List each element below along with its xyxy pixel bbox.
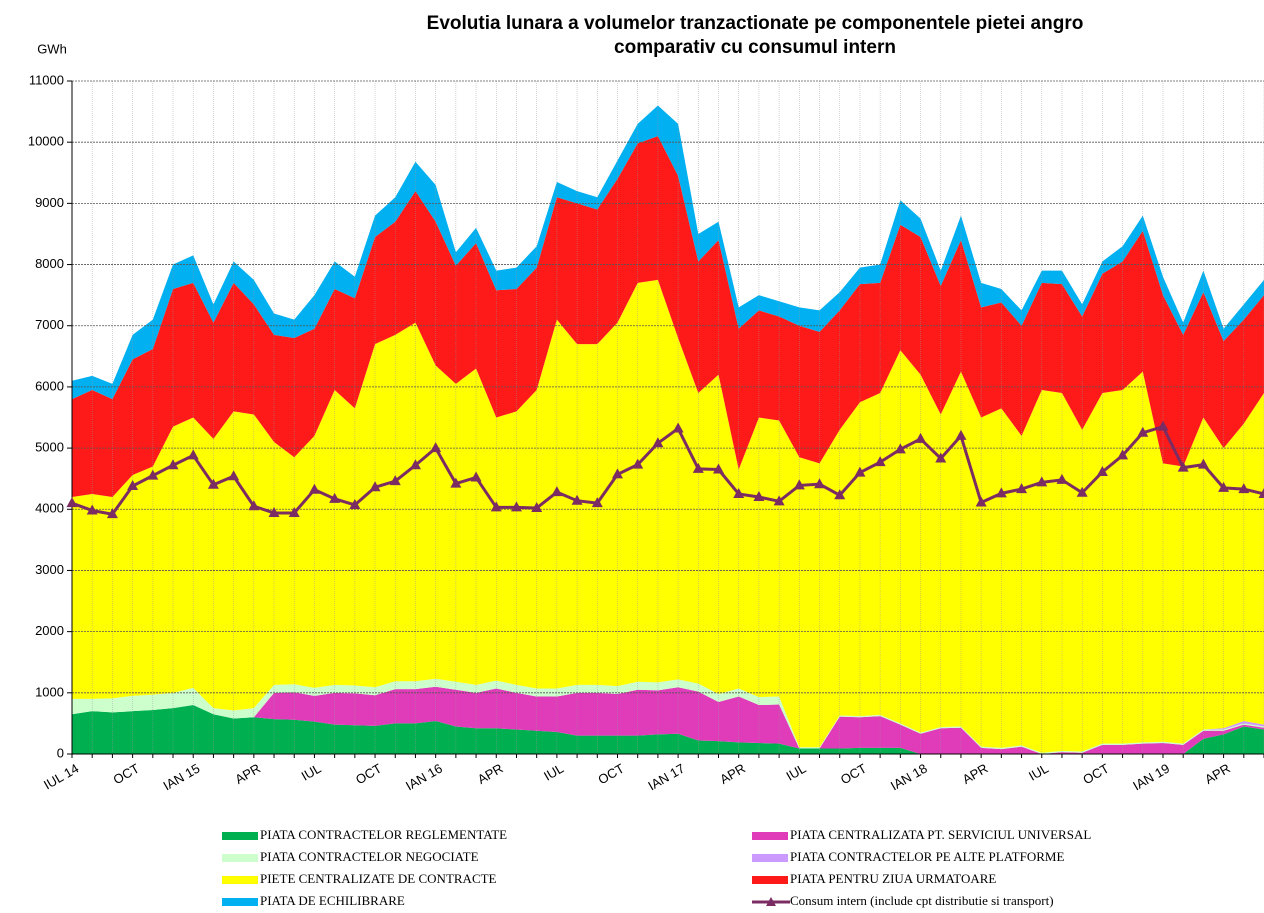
marker (106, 508, 118, 519)
marker (1036, 476, 1048, 487)
marker (490, 501, 502, 512)
marker (268, 506, 280, 517)
marker (793, 479, 805, 490)
marker (611, 468, 623, 479)
y-tick-label: 4000 (35, 501, 64, 516)
marker (874, 456, 886, 467)
marker (369, 481, 381, 492)
legend-swatch (222, 854, 258, 862)
y-tick-label: 0 (57, 745, 64, 760)
area (72, 136, 1264, 498)
marker (1157, 420, 1169, 431)
marker (1117, 449, 1129, 460)
marker (167, 459, 179, 470)
marker (915, 432, 927, 443)
marker (713, 463, 725, 474)
legend-label: Consum intern (include cpt distributie s… (790, 893, 1054, 908)
marker (1238, 483, 1250, 494)
marker (66, 497, 78, 508)
legend-swatch (766, 897, 776, 906)
marker (652, 437, 664, 448)
marker (329, 492, 341, 503)
marker (672, 422, 684, 433)
legend-label: PIATA CONTRACTELOR PE ALTE PLATFORME (790, 849, 1064, 864)
y-tick-label: 10000 (28, 134, 64, 149)
marker (975, 496, 987, 507)
marker (995, 487, 1007, 498)
marker (692, 462, 704, 473)
legend-swatch (752, 854, 788, 862)
y-tick-label: 2000 (35, 623, 64, 638)
area (72, 279, 1264, 753)
y-tick-label: 1000 (35, 684, 64, 699)
marker (228, 470, 240, 481)
marker (288, 506, 300, 517)
legend-label: PIATA CONTRACTELOR REGLEMENTATE (260, 827, 507, 842)
marker (591, 497, 603, 508)
marker (1096, 465, 1108, 476)
marker (1197, 458, 1209, 469)
marker (470, 471, 482, 482)
legend-swatch (752, 876, 788, 884)
y-tick-label: 9000 (35, 195, 64, 210)
y-unit: GWh (37, 41, 67, 56)
marker (814, 478, 826, 489)
legend-swatch (222, 898, 258, 906)
area (72, 686, 1264, 754)
marker (551, 486, 563, 497)
marker (1177, 461, 1189, 472)
marker (147, 469, 159, 480)
marker (894, 443, 906, 454)
y-tick-label: 6000 (35, 378, 64, 393)
chart-title: comparativ cu consumul intern (614, 37, 896, 58)
legend-label: PIATA CENTRALIZATA PT. SERVICIUL UNIVERS… (790, 827, 1091, 842)
marker (86, 504, 98, 515)
y-tick-label: 11000 (29, 72, 64, 87)
legend-label: PIATA CONTRACTELOR NEGOCIATE (260, 849, 479, 864)
legend-swatch (222, 876, 258, 884)
marker (531, 502, 543, 513)
marker (834, 489, 846, 500)
marker (349, 498, 361, 509)
marker (1056, 473, 1068, 484)
legend-label: PIATA PENTRU ZIUA URMATOARE (790, 871, 996, 886)
chart-title: Evolutia lunara a volumelor tranzactiona… (427, 13, 1084, 34)
marker (571, 494, 583, 505)
marker (207, 478, 219, 489)
marker (632, 458, 644, 469)
marker (409, 459, 421, 470)
marker (1076, 486, 1088, 497)
marker (308, 483, 320, 494)
marker (854, 466, 866, 477)
legend-swatch (222, 832, 258, 840)
y-tick-label: 7000 (35, 317, 64, 332)
marker (430, 442, 442, 453)
marker (773, 495, 785, 506)
marker (733, 487, 745, 498)
marker (127, 480, 139, 491)
marker (1137, 426, 1149, 437)
y-tick-label: 8000 (35, 256, 64, 271)
legend-swatch (752, 832, 788, 840)
marker (1016, 483, 1028, 494)
y-tick-label: 3000 (35, 562, 64, 577)
area (72, 705, 1264, 754)
marker (248, 500, 260, 511)
marker (450, 477, 462, 488)
legend-label: PIETE CENTRALIZATE DE CONTRACTE (260, 871, 497, 886)
legend-label: PIATA DE ECHILIBRARE (260, 893, 405, 908)
marker (1258, 487, 1264, 498)
y-tick-label: 5000 (35, 440, 64, 455)
marker (187, 449, 199, 460)
marker (1218, 481, 1230, 492)
marker (955, 429, 967, 440)
marker (510, 501, 522, 512)
marker (389, 475, 401, 486)
marker (935, 452, 947, 463)
marker (753, 491, 765, 502)
